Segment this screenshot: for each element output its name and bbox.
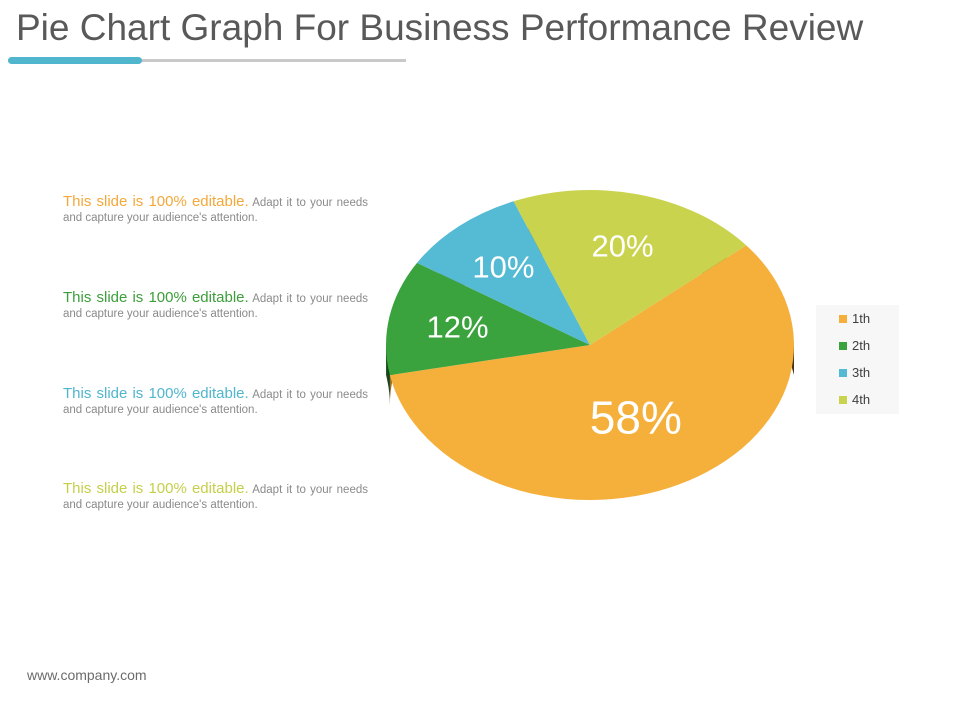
title-accent-bar <box>8 57 142 64</box>
blurb-4-highlight: This slide is 100% editable. <box>63 480 249 497</box>
blurb-1: This slide is 100% editable. Adapt it to… <box>63 194 368 226</box>
blurb-2: This slide is 100% editable. Adapt it to… <box>63 290 368 322</box>
blurb-2-highlight: This slide is 100% editable. <box>63 289 249 306</box>
legend-item-3: 3th <box>839 365 870 381</box>
legend-swatch-1 <box>839 315 847 323</box>
pie-label-1: 58% <box>590 392 682 444</box>
blurb-3-highlight: This slide is 100% editable. <box>63 385 249 402</box>
pie-label-3: 10% <box>472 250 534 285</box>
pie-slice-1 <box>389 245 794 500</box>
legend-swatch-4 <box>839 396 847 404</box>
blurb-3-text: Adapt it to your needs and capture your … <box>63 389 368 416</box>
blurb-1-text: Adapt it to your needs and capture your … <box>63 197 368 224</box>
legend-label-3: 3th <box>852 365 871 380</box>
blurb-1-highlight: This slide is 100% editable. <box>63 193 249 210</box>
pie-chart-svg: 58% 12% 10% 20% <box>386 190 794 500</box>
legend-label-4: 4th <box>852 392 871 407</box>
blurb-2-text: Adapt it to your needs and capture your … <box>63 293 368 320</box>
blurb-4: This slide is 100% editable. Adapt it to… <box>63 481 368 513</box>
blurb-3: This slide is 100% editable. Adapt it to… <box>63 386 368 418</box>
page-title: Pie Chart Graph For Business Performance… <box>16 7 864 48</box>
pie-label-2: 12% <box>427 310 489 345</box>
legend-item-4: 4th <box>839 392 870 408</box>
pie-slice-4 <box>513 190 747 345</box>
legend-label-1: 1th <box>852 311 871 326</box>
legend-swatch-3 <box>839 369 847 377</box>
legend-label-2: 2th <box>852 338 871 353</box>
pie-chart: 58% 12% 10% 20% <box>370 170 810 545</box>
legend-swatch-2 <box>839 342 847 350</box>
footer-url: www.company.com <box>27 667 147 683</box>
title-underline <box>8 59 406 62</box>
blurb-4-text: Adapt it to your needs and capture your … <box>63 484 368 511</box>
chart-legend: 1th 2th 3th 4th <box>816 305 899 414</box>
legend-item-1: 1th <box>839 311 870 327</box>
pie-slice-3 <box>416 201 590 345</box>
pie-slice-2 <box>386 262 590 376</box>
pie-label-4: 20% <box>592 229 654 264</box>
legend-item-2: 2th <box>839 338 870 354</box>
